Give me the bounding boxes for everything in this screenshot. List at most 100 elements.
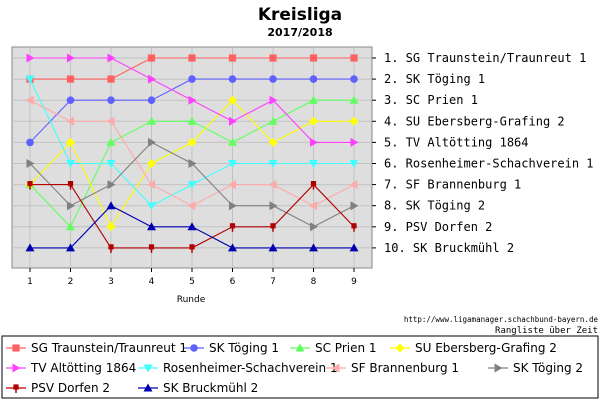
- series-point: [26, 53, 35, 63]
- series-point: [268, 243, 278, 252]
- series-point: [268, 116, 278, 125]
- legend-entry: SK Bruckmühl 2: [163, 381, 258, 395]
- series-point: [350, 137, 359, 147]
- legend-entry: TV Altötting 1864: [30, 361, 136, 375]
- series-point: [350, 201, 359, 211]
- series-point: [147, 202, 156, 211]
- rank-label: 4. SU Ebersberg-Grafing 2: [384, 114, 565, 128]
- legend-entry: SC Prien 1: [315, 341, 377, 355]
- series-point: [107, 180, 116, 190]
- x-axis-label: Runde: [177, 295, 206, 305]
- rank-label: 2. SK Töging 1: [384, 72, 485, 86]
- series-point: [228, 243, 237, 252]
- series-point: [147, 180, 155, 190]
- series-point: [66, 96, 75, 104]
- series-point: [309, 116, 318, 126]
- series-point: [66, 160, 75, 168]
- legend-entry: SU Ebersberg-Grafing 2: [415, 341, 557, 355]
- series-point: [187, 137, 197, 147]
- series-point: [147, 222, 156, 231]
- series-point: [228, 137, 237, 146]
- series-point: [269, 95, 278, 105]
- series-point: [309, 54, 318, 62]
- source-annotation: http://www.ligamanager.schachbund-bayern…: [404, 315, 599, 324]
- series-point: [269, 54, 277, 62]
- series-point: [229, 116, 237, 126]
- rank-label: 6. Rosenheimer-Schachverein 1: [384, 157, 594, 171]
- legend-marker: [12, 363, 21, 373]
- series-point: [269, 75, 277, 83]
- series-point: [349, 95, 359, 104]
- series-point: [106, 222, 116, 232]
- series-point: [147, 54, 156, 62]
- series-point: [229, 201, 237, 211]
- series-point: [66, 116, 74, 126]
- series-point: [107, 53, 116, 63]
- series-point: [147, 96, 156, 104]
- series-point: [309, 243, 318, 252]
- series-point: [106, 137, 116, 146]
- series-point: [189, 244, 195, 250]
- chart-title: Kreisliga: [258, 5, 342, 25]
- series-point: [309, 201, 317, 211]
- series-point: [351, 223, 357, 229]
- series-point: [229, 223, 236, 229]
- series-point: [26, 138, 34, 147]
- series-point: [106, 201, 116, 210]
- legend-marker: [331, 363, 340, 373]
- series-point: [228, 54, 237, 62]
- x-tick-label: 7: [270, 277, 276, 287]
- subtitle-annotation: Rangliste über Zeit: [495, 326, 598, 336]
- chart-subtitle: 2017/2018: [267, 26, 332, 39]
- x-tick-label: 9: [351, 277, 357, 287]
- series-point: [67, 53, 75, 63]
- series-point: [147, 116, 156, 125]
- series-point: [25, 243, 35, 252]
- legend: SG Traunstein/Traunreut 1 SK Töging 1 SC P…: [1, 335, 599, 399]
- rank-label: 3. SC Prien 1: [384, 93, 478, 107]
- legend-entry: SG Traunstein/Traunreut 1: [31, 341, 187, 355]
- series-point: [310, 222, 318, 232]
- series-point: [108, 244, 114, 250]
- legend-marker: [143, 364, 153, 373]
- series-point: [350, 54, 358, 62]
- series-point: [349, 116, 359, 126]
- series-point: [67, 181, 74, 187]
- series-point: [66, 222, 75, 231]
- series-point: [107, 96, 115, 104]
- x-tick-label: 4: [149, 277, 155, 287]
- rank-label: 7. SF Brannenburg 1: [384, 178, 521, 192]
- series-point: [228, 180, 236, 190]
- series-point: [188, 75, 196, 83]
- series-point: [228, 160, 237, 168]
- series-point: [309, 160, 318, 168]
- series-point: [25, 95, 34, 105]
- series-point: [107, 75, 115, 83]
- series-point: [27, 181, 33, 187]
- series-point: [147, 159, 156, 168]
- series-point: [309, 75, 318, 83]
- series-point: [66, 243, 75, 252]
- series-point: [188, 95, 197, 105]
- series-point: [269, 201, 278, 211]
- series-point: [228, 95, 237, 105]
- legend-marker: [295, 343, 305, 352]
- series-point: [270, 223, 276, 229]
- series-point: [148, 137, 156, 147]
- series-point: [25, 75, 35, 84]
- x-tick-label: 6: [230, 277, 236, 287]
- rank-label: 1. SG Traunstein/Traunreut 1: [384, 51, 586, 65]
- x-tick-label: 2: [68, 277, 74, 287]
- rank-label: 5. TV Altötting 1864: [384, 135, 529, 149]
- series-point: [228, 75, 237, 83]
- series-point: [350, 75, 358, 83]
- legend-marker: [190, 344, 198, 352]
- series-point: [188, 159, 197, 168]
- legend-entry: SK Töging 1: [209, 341, 279, 355]
- rank-label: 10. SK Bruckmühl 2: [384, 241, 514, 255]
- series-point: [187, 116, 197, 125]
- series-point: [106, 116, 115, 126]
- series-point: [268, 160, 278, 168]
- series-point: [66, 75, 75, 83]
- series-point: [187, 201, 196, 211]
